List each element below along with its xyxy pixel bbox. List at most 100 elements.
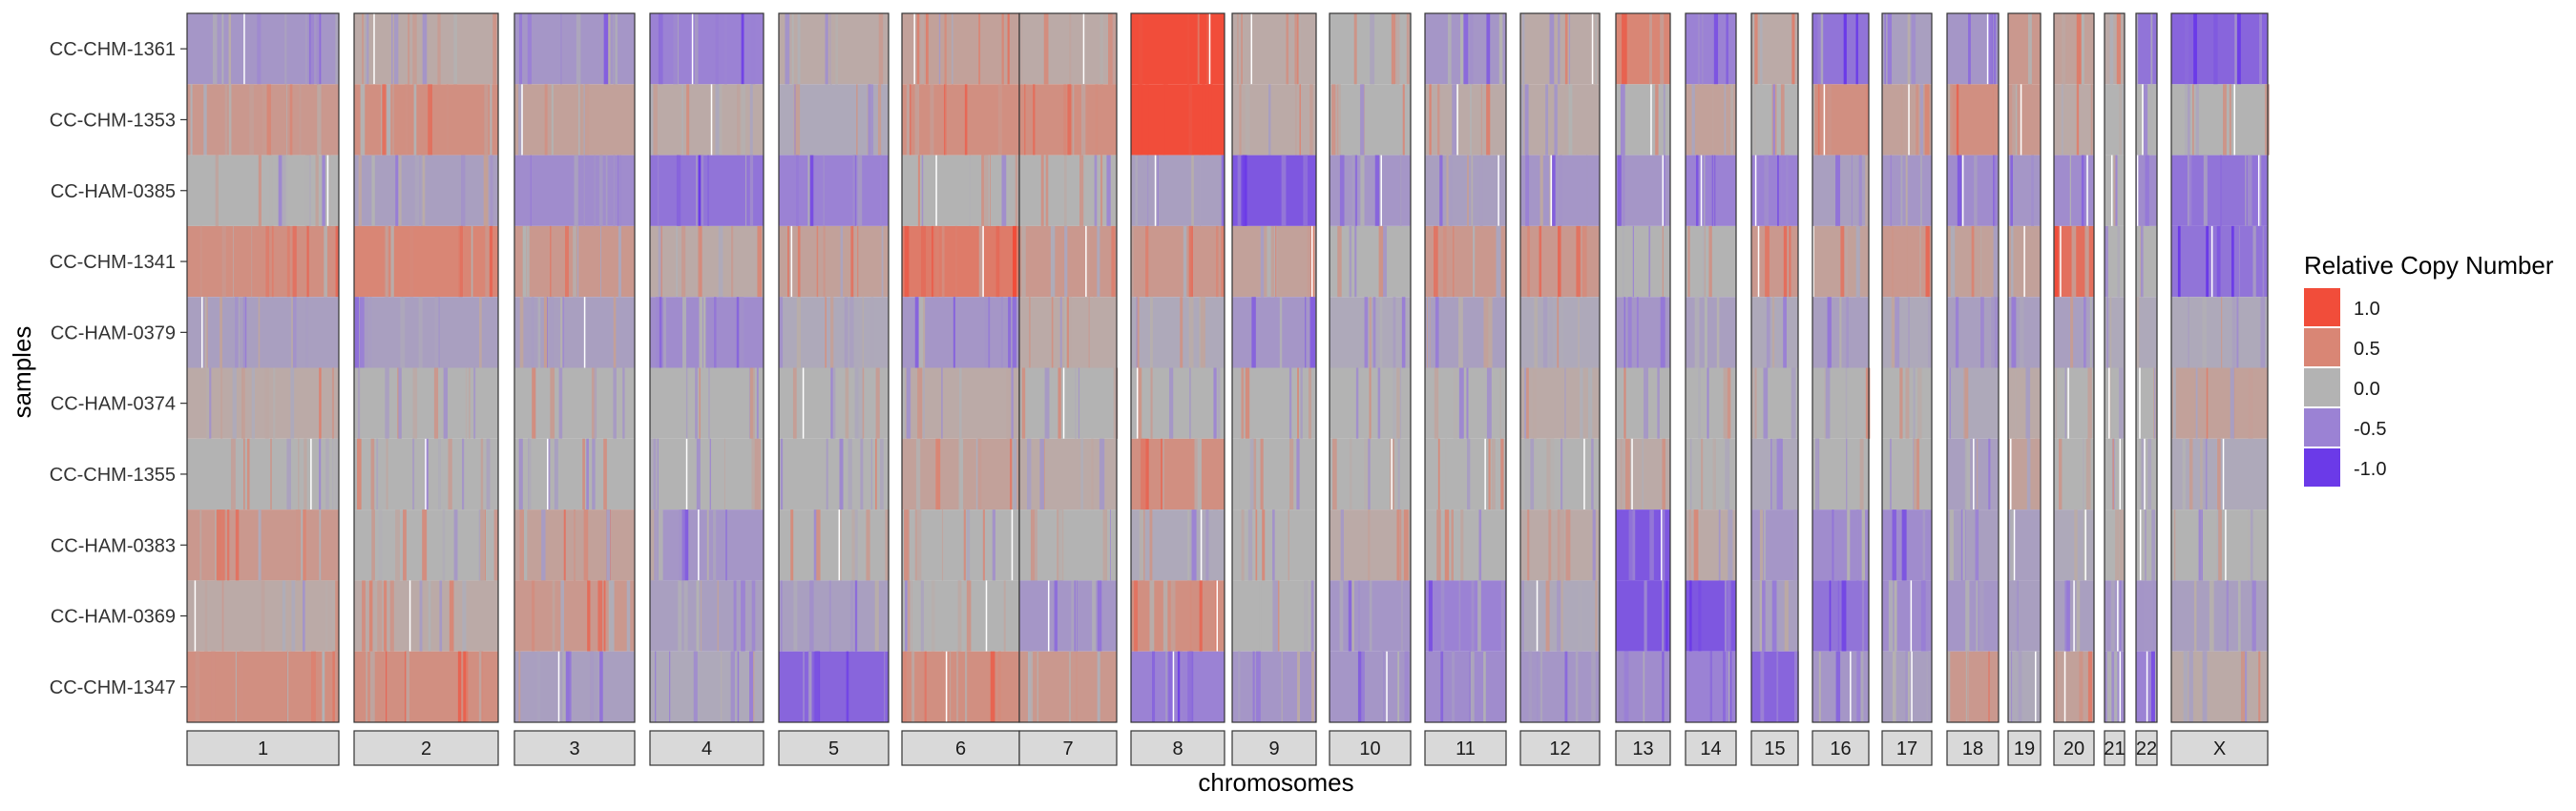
heatmap-segment bbox=[1311, 651, 1315, 722]
heatmap-gap bbox=[1986, 13, 1989, 85]
heatmap-segment bbox=[780, 438, 784, 510]
heatmap-segment bbox=[1530, 438, 1535, 510]
heatmap-segment bbox=[815, 651, 820, 722]
heatmap-segment bbox=[1892, 225, 1895, 298]
strip-background bbox=[1812, 730, 1870, 766]
heatmap-gap bbox=[1250, 13, 1253, 85]
heatmap-segment bbox=[517, 84, 520, 156]
panel-border bbox=[1231, 12, 1317, 723]
heatmap-gap bbox=[1812, 225, 1814, 298]
heatmap-segment bbox=[1649, 13, 1653, 85]
panel-border bbox=[2170, 12, 2269, 723]
heatmap-segment bbox=[1241, 367, 1245, 439]
heatmap-segment bbox=[678, 580, 682, 652]
heatmap-segment bbox=[1067, 84, 1072, 156]
heatmap-segment bbox=[215, 509, 217, 581]
heatmap-gap bbox=[2063, 651, 2066, 722]
heatmap-segment bbox=[2074, 509, 2078, 581]
panel-border bbox=[2053, 12, 2095, 723]
heatmap-segment bbox=[1338, 84, 1341, 156]
heatmap-segment bbox=[920, 580, 924, 652]
heatmap-segment bbox=[1542, 297, 1548, 368]
heatmap-segment bbox=[839, 509, 842, 581]
heatmap-segment bbox=[1841, 580, 1847, 652]
legend-title: Relative Copy Number bbox=[2304, 251, 2554, 280]
heatmap-segment bbox=[1688, 509, 1691, 581]
heatmap-segment bbox=[1488, 438, 1491, 510]
heatmap-segment bbox=[1623, 367, 1626, 439]
heatmap-segment bbox=[2071, 225, 2077, 298]
heatmap-segment bbox=[682, 297, 686, 368]
heatmap-segment bbox=[1399, 367, 1402, 439]
heatmap-cell bbox=[1131, 155, 1225, 226]
heatmap-cell bbox=[1812, 580, 1869, 652]
heatmap-gap bbox=[935, 155, 937, 226]
heatmap-segment bbox=[418, 297, 423, 368]
heatmap-segment bbox=[702, 297, 706, 368]
heatmap-segment bbox=[1925, 580, 1929, 652]
heatmap-segment bbox=[1379, 297, 1383, 368]
heatmap-segment bbox=[1623, 651, 1629, 722]
heatmap-segment bbox=[244, 297, 247, 368]
heatmap-cell bbox=[1751, 155, 1798, 226]
heatmap-segment bbox=[518, 13, 523, 85]
heatmap-segment bbox=[845, 367, 849, 439]
heatmap-segment bbox=[390, 13, 393, 85]
heatmap-segment bbox=[902, 367, 906, 439]
heatmap-segment bbox=[2069, 155, 2071, 226]
heatmap-segment bbox=[1662, 225, 1664, 298]
heatmap-segment bbox=[1892, 651, 1896, 722]
heatmap-segment bbox=[1208, 84, 1212, 156]
heatmap-segment bbox=[851, 509, 856, 581]
heatmap-segment bbox=[941, 225, 945, 298]
heatmap-segment bbox=[676, 225, 679, 298]
heatmap-segment bbox=[1058, 509, 1062, 581]
heatmap-segment bbox=[944, 13, 947, 85]
heatmap-segment bbox=[2085, 438, 2091, 510]
heatmap-cell bbox=[354, 84, 498, 156]
heatmap-segment bbox=[2141, 438, 2145, 510]
heatmap-segment bbox=[1399, 155, 1402, 226]
heatmap-segment bbox=[884, 651, 886, 722]
panel-border bbox=[2007, 12, 2042, 723]
heatmap-segment bbox=[1396, 13, 1399, 85]
heatmap-segment bbox=[1711, 84, 1714, 156]
heatmap-segment bbox=[1824, 367, 1826, 439]
heatmap-segment bbox=[835, 13, 838, 85]
heatmap-segment bbox=[1453, 367, 1458, 439]
heatmap-segment bbox=[1521, 13, 1525, 85]
heatmap-cell bbox=[1425, 225, 1506, 298]
heatmap-segment bbox=[322, 155, 325, 226]
heatmap-gap bbox=[2067, 367, 2069, 439]
heatmap-segment bbox=[289, 580, 293, 652]
heatmap-segment bbox=[1434, 367, 1439, 439]
strip-background bbox=[1231, 730, 1317, 766]
heatmap-segment bbox=[1131, 225, 1134, 298]
heatmap-segment bbox=[904, 225, 910, 298]
heatmap-cell bbox=[650, 13, 764, 85]
heatmap-segment bbox=[2217, 509, 2222, 581]
heatmap-segment bbox=[655, 297, 660, 368]
heatmap-segment bbox=[2217, 438, 2221, 510]
heatmap-segment bbox=[2011, 225, 2014, 298]
heatmap-segment bbox=[699, 297, 703, 368]
heatmap-gap bbox=[1850, 651, 1852, 722]
heatmap-segment bbox=[564, 225, 569, 298]
heatmap-segment bbox=[715, 84, 720, 156]
heatmap-segment bbox=[1470, 651, 1475, 722]
heatmap-segment bbox=[2105, 225, 2108, 298]
heatmap-segment bbox=[1332, 438, 1337, 510]
heatmap-segment bbox=[1029, 297, 1031, 368]
heatmap-segment bbox=[398, 367, 402, 439]
heatmap-segment bbox=[2189, 651, 2193, 722]
heatmap-cell bbox=[1520, 367, 1600, 439]
chromosome-strip-5: 5 bbox=[778, 730, 890, 766]
heatmap-segment bbox=[693, 651, 698, 722]
heatmap-segment bbox=[1865, 367, 1871, 439]
heatmap-segment bbox=[982, 509, 985, 581]
heatmap-segment bbox=[1361, 651, 1365, 722]
heatmap-segment bbox=[479, 297, 482, 368]
chromosome-label: 12 bbox=[1549, 738, 1570, 759]
heatmap-gap bbox=[2117, 580, 2119, 652]
heatmap-segment bbox=[1994, 297, 2000, 368]
